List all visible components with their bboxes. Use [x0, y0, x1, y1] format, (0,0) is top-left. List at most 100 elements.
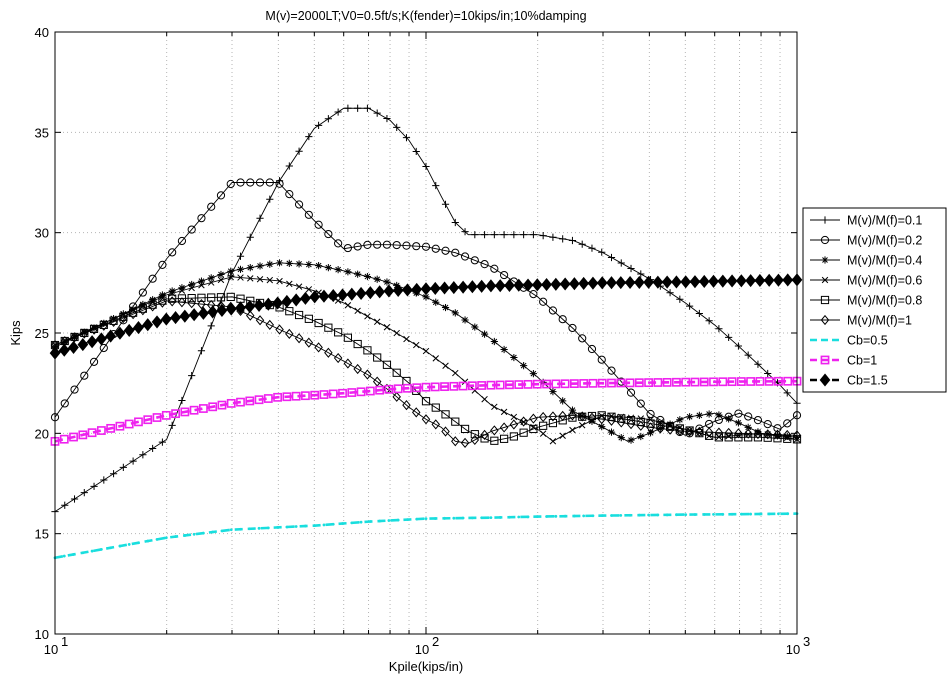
data-point: [451, 248, 460, 257]
data-point: [490, 436, 499, 445]
data-point: [539, 421, 548, 430]
data-point: [276, 526, 279, 529]
data-point: [617, 417, 626, 428]
data-point: [617, 434, 625, 442]
data-point: [510, 353, 518, 362]
data-point: [134, 417, 143, 427]
y-tick-label: 10: [35, 627, 49, 642]
data-point: [236, 252, 245, 260]
data-point: [343, 358, 353, 369]
data-point: [364, 313, 371, 320]
data-point: [382, 360, 392, 369]
data-point: [199, 404, 208, 413]
data-point: [587, 411, 597, 421]
data-point: [263, 297, 274, 311]
data-point: [709, 377, 718, 387]
series-8: [49, 273, 803, 360]
data-point: [754, 428, 762, 436]
data-point: [294, 525, 298, 528]
data-point: [133, 321, 144, 335]
data-point: [217, 276, 225, 284]
data-point: [225, 302, 237, 316]
data-point: [353, 363, 362, 375]
data-point: [78, 430, 88, 440]
data-point: [495, 380, 505, 390]
data-point: [216, 191, 226, 200]
data-point: [784, 434, 791, 441]
data-point: [236, 397, 245, 407]
data-point: [179, 309, 191, 323]
series-4: [50, 292, 802, 445]
data-point: [70, 332, 79, 343]
data-point: [522, 278, 534, 292]
data-point: [411, 282, 423, 296]
legend-entry: Cb=1: [810, 354, 877, 368]
data-point: [266, 260, 274, 268]
data-point: [676, 424, 684, 432]
data-point: [532, 379, 542, 389]
data-point: [480, 516, 484, 520]
legend-label: M(v)/M(f)=0.8: [847, 294, 922, 308]
data-point: [285, 525, 289, 529]
data-point: [266, 276, 274, 284]
data-point: [324, 323, 333, 332]
data-point: [582, 514, 586, 518]
data-point: [314, 220, 323, 229]
data-point: [139, 451, 147, 459]
data-point: [295, 147, 303, 155]
data-point: [451, 218, 459, 227]
data-point: [736, 377, 746, 386]
data-point: [619, 513, 623, 517]
legend-marker: [821, 256, 829, 264]
data-point: [294, 200, 304, 209]
data-point: [480, 429, 489, 440]
data-point: [725, 415, 733, 423]
data-point: [708, 274, 719, 288]
data-point: [285, 259, 293, 267]
data-point: [754, 360, 762, 368]
data-point: [354, 104, 362, 112]
legend-label: Cb=1: [847, 354, 877, 368]
data-point: [783, 419, 792, 428]
data-point: [782, 273, 794, 287]
data-point: [99, 548, 103, 551]
legend-marker: [821, 276, 829, 284]
data-point: [58, 343, 70, 357]
data-point: [334, 108, 342, 116]
data-point: [704, 427, 714, 438]
data-point: [363, 369, 372, 380]
data-point: [314, 342, 323, 353]
data-point: [124, 419, 134, 429]
data-point: [421, 382, 431, 392]
data-point: [652, 275, 664, 289]
data-point: [569, 379, 579, 389]
data-point: [764, 369, 772, 378]
data-point: [656, 423, 665, 434]
x-tick-exponent: 2: [432, 634, 439, 649]
data-point: [549, 388, 557, 396]
data-point: [396, 518, 400, 522]
data-point: [695, 426, 704, 437]
data-point: [607, 366, 616, 375]
data-point: [509, 419, 519, 430]
data-point: [430, 382, 440, 392]
data-point: [412, 242, 421, 251]
data-point: [460, 252, 470, 261]
data-point: [744, 412, 753, 421]
data-point: [559, 432, 566, 439]
data-point: [90, 482, 98, 490]
data-point: [322, 523, 326, 527]
y-tick-label: 15: [35, 527, 49, 542]
data-point: [730, 512, 734, 516]
data-point: [727, 377, 737, 387]
data-point: [187, 294, 196, 303]
data-point: [256, 262, 264, 270]
data-point: [363, 104, 372, 112]
data-point: [548, 411, 558, 422]
data-point: [657, 419, 664, 426]
data-point: [273, 392, 282, 402]
data-point: [343, 333, 352, 342]
data-point: [431, 244, 440, 253]
data-point: [90, 549, 94, 553]
data-point: [637, 513, 641, 517]
